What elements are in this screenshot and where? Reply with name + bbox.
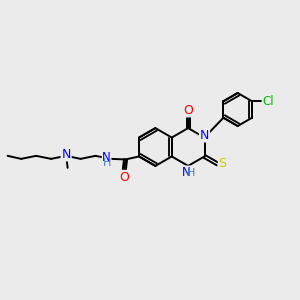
Text: N: N bbox=[102, 152, 111, 164]
Text: N: N bbox=[61, 148, 71, 160]
Text: Cl: Cl bbox=[263, 95, 274, 108]
Text: S: S bbox=[219, 158, 226, 170]
Text: H: H bbox=[187, 167, 196, 178]
Text: O: O bbox=[183, 103, 193, 117]
Text: N: N bbox=[200, 129, 209, 142]
Text: H: H bbox=[102, 158, 111, 168]
Text: N: N bbox=[182, 166, 191, 179]
Text: O: O bbox=[119, 171, 129, 184]
